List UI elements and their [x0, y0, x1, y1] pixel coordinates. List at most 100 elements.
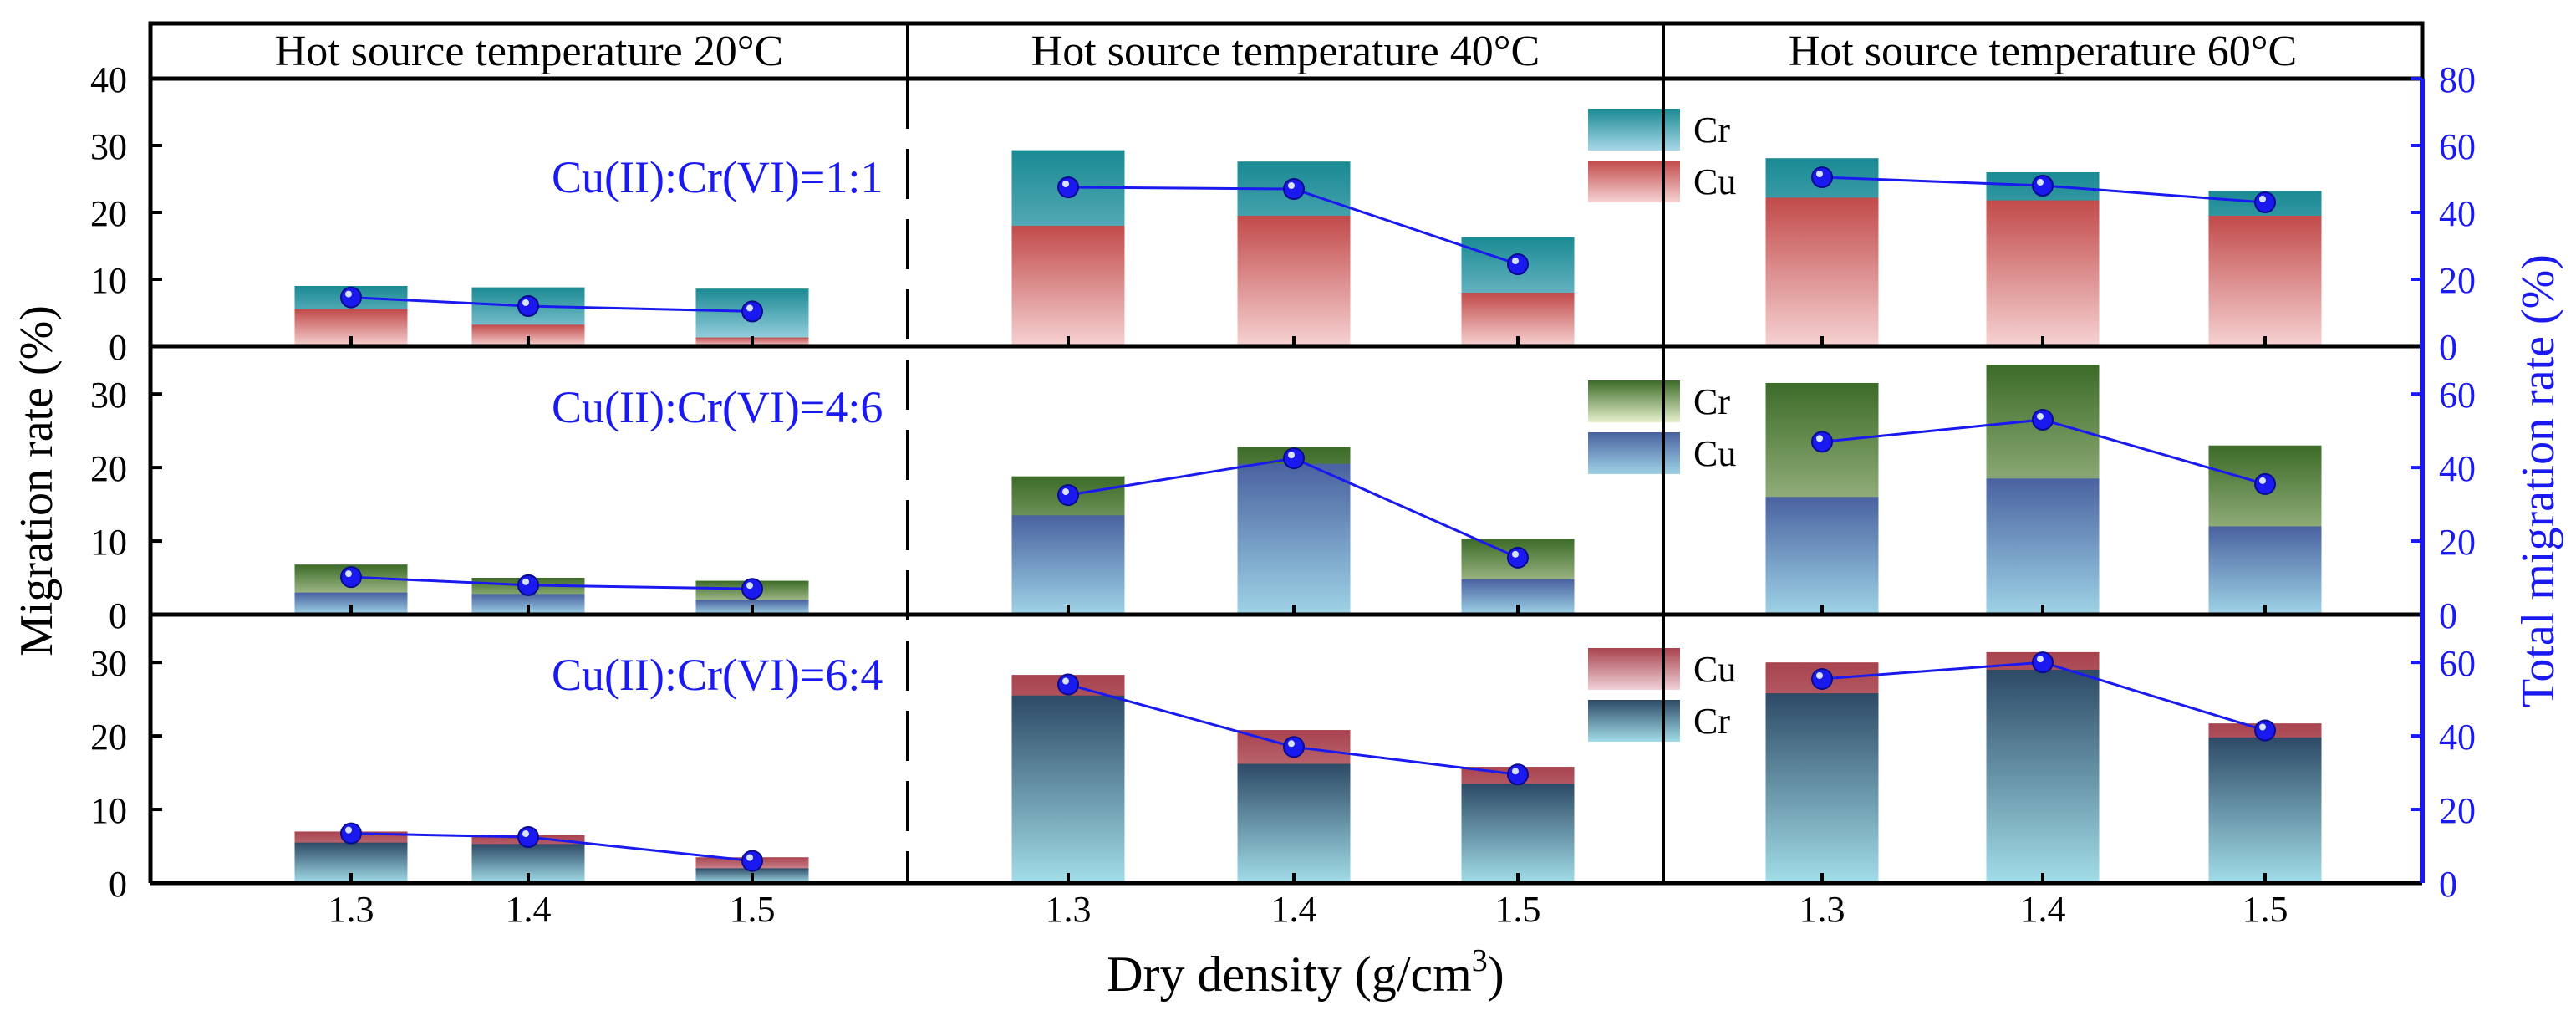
- total-migration-point: [2032, 651, 2054, 674]
- total-migration-point-highlight: [2037, 412, 2044, 420]
- x-tick-label: 1.4: [2020, 889, 2066, 930]
- legend-label: Cu: [1693, 161, 1736, 202]
- left-tick-label: 20: [90, 193, 127, 234]
- left-tick-label: 40: [90, 59, 127, 100]
- left-tick-label: 0: [109, 595, 127, 636]
- right-tick-label: 40: [2439, 448, 2476, 489]
- total-migration-point: [1283, 178, 1305, 200]
- total-migration-point-highlight: [1816, 171, 1823, 177]
- total-migration-point: [340, 286, 362, 309]
- legend-label: Cr: [1693, 381, 1730, 422]
- left-tick-label: 30: [90, 126, 127, 167]
- x-tick-label: 1.3: [1800, 889, 1845, 930]
- total-migration-point: [741, 578, 763, 600]
- right-tick-label: 80: [2439, 59, 2476, 100]
- total-migration-point-highlight: [522, 578, 529, 585]
- legend-swatch: [1588, 700, 1680, 742]
- total-migration-point-highlight: [345, 290, 352, 298]
- total-migration-point: [1283, 736, 1305, 758]
- x-axis-title: Dry density (g/cm3): [1107, 943, 1504, 1002]
- header-title-40c: Hot source temperature 40°C: [1031, 28, 1540, 75]
- x-tick-label: 1.4: [506, 889, 552, 930]
- total-migration-point-highlight: [1288, 182, 1295, 189]
- left-tick-label: 20: [90, 717, 127, 758]
- total-migration-point-highlight: [746, 854, 753, 861]
- total-migration-point-highlight: [1288, 740, 1295, 748]
- total-migration-point-highlight: [2037, 179, 2044, 186]
- bar-cr: [1765, 693, 1879, 883]
- total-migration-point: [340, 822, 362, 845]
- legend-swatch: [1588, 161, 1680, 202]
- right-tick-label: 60: [2439, 375, 2476, 416]
- total-migration-point: [741, 300, 763, 323]
- total-migration-point-highlight: [1062, 181, 1069, 187]
- total-migration-point: [1057, 673, 1079, 696]
- right-tick-label: 20: [2439, 260, 2476, 301]
- header-title-20c: Hot source temperature 20°C: [275, 28, 784, 75]
- total-migration-point-highlight: [1062, 677, 1069, 685]
- bar-cr: [1237, 763, 1351, 883]
- ratio-label: Cu(II):Cr(VI)=4:6: [552, 382, 883, 432]
- total-migration-point: [1057, 484, 1079, 507]
- bar-cu: [1011, 226, 1125, 346]
- total-migration-point-highlight: [522, 299, 529, 306]
- legend-label: Cu: [1693, 433, 1736, 474]
- right-tick-label: 0: [2439, 864, 2457, 905]
- x-tick-label: 1.3: [328, 889, 374, 930]
- total-migration-point: [1507, 546, 1529, 569]
- legend-swatch: [1588, 380, 1680, 422]
- bar-cr: [1461, 784, 1575, 883]
- bar-cr: [1986, 669, 2100, 883]
- right-tick-label: 40: [2439, 193, 2476, 234]
- right-tick-label: 0: [2439, 595, 2457, 636]
- total-migration-point: [2032, 408, 2054, 431]
- right-tick-label: 0: [2439, 327, 2457, 368]
- bar-cu: [1765, 197, 1879, 346]
- legend-swatch: [1588, 109, 1680, 151]
- x-tick-label: 1.5: [730, 889, 776, 930]
- total-migration-point: [517, 826, 539, 849]
- legend-label: Cr: [1693, 701, 1730, 742]
- x-axis-title-tail: ): [1488, 947, 1504, 1002]
- right-tick-label: 60: [2439, 126, 2476, 167]
- y-axis-title-left: Migration rate (%): [11, 305, 63, 656]
- legend-label: Cr: [1693, 110, 1730, 151]
- legend-label: Cu: [1693, 649, 1736, 690]
- total-migration-point: [2254, 191, 2276, 213]
- x-axis-title-sup: 3: [1472, 943, 1488, 978]
- total-migration-point-highlight: [2259, 723, 2266, 731]
- total-migration-point: [1507, 763, 1529, 786]
- total-migration-point: [1283, 447, 1305, 470]
- total-migration-point: [517, 295, 539, 317]
- total-migration-point: [1507, 253, 1529, 275]
- left-tick-label: 10: [90, 790, 127, 831]
- total-migration-point-highlight: [1512, 258, 1519, 264]
- bar-cu: [2208, 526, 2322, 615]
- bar-cr: [1011, 695, 1125, 883]
- bar-cu: [1237, 463, 1351, 615]
- total-migration-point-highlight: [522, 830, 529, 838]
- total-migration-point: [517, 574, 539, 596]
- x-tick-label: 1.5: [1495, 889, 1541, 930]
- total-migration-point-highlight: [2037, 656, 2044, 663]
- bar-cu: [2208, 216, 2322, 346]
- total-migration-point: [2254, 472, 2276, 495]
- left-tick-label: 20: [90, 448, 127, 489]
- total-migration-point-highlight: [1512, 768, 1519, 775]
- total-migration-point: [2032, 175, 2054, 197]
- left-tick-label: 10: [90, 522, 127, 563]
- bar-cu: [1237, 216, 1351, 346]
- total-migration-point-highlight: [1512, 550, 1519, 558]
- total-migration-point-highlight: [1062, 488, 1069, 496]
- total-migration-point: [1811, 667, 1833, 690]
- x-axis-title-main: Dry density (g/cm: [1107, 947, 1472, 1002]
- x-tick-label: 1.5: [2243, 889, 2288, 930]
- legend-swatch: [1588, 432, 1680, 474]
- left-tick-label: 30: [90, 643, 127, 684]
- left-tick-label: 30: [90, 375, 127, 416]
- total-migration-point-highlight: [345, 570, 352, 578]
- x-tick-label: 1.3: [1046, 889, 1092, 930]
- total-migration-point-highlight: [746, 582, 753, 590]
- total-migration-point-highlight: [1816, 671, 1823, 679]
